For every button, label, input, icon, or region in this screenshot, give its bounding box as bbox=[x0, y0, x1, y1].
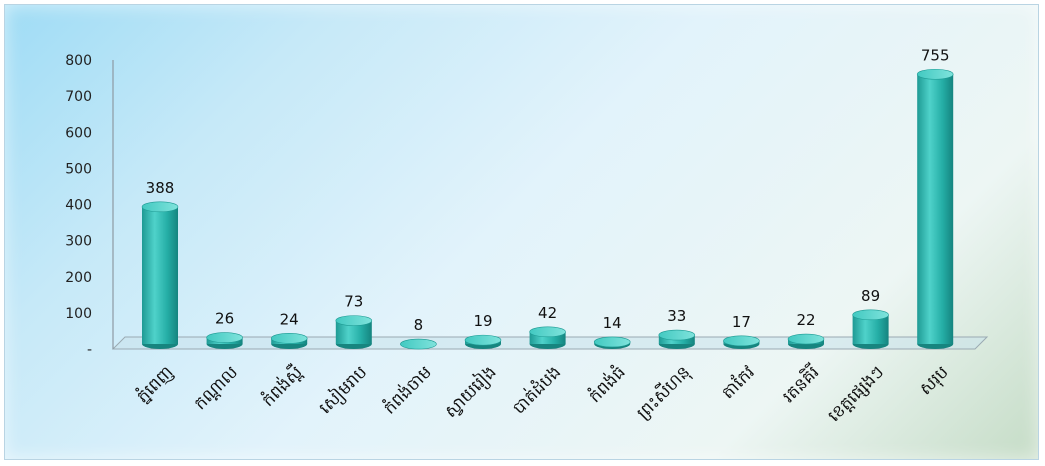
y-tick-label: 800 bbox=[65, 53, 92, 69]
data-label: 73 bbox=[344, 293, 363, 311]
x-axis-ticks: ភ្នំពេញ កណ្តាល កំពង់ស្ពឺ សៀមរាប កំពង់ចាម ស្វា… bbox=[131, 361, 953, 426]
data-label: 89 bbox=[861, 287, 880, 305]
data-label: 17 bbox=[732, 313, 751, 331]
bar bbox=[723, 335, 760, 349]
data-label: 388 bbox=[146, 179, 175, 197]
y-tick-label: 500 bbox=[65, 161, 92, 177]
bar bbox=[916, 68, 954, 349]
y-tick-label: 200 bbox=[65, 270, 92, 286]
data-label: 22 bbox=[796, 311, 815, 329]
bar bbox=[593, 336, 631, 349]
data-label: 14 bbox=[603, 314, 622, 332]
bar bbox=[400, 338, 437, 350]
data-label: 24 bbox=[280, 310, 299, 328]
data-label: 26 bbox=[215, 310, 234, 328]
y-tick-label: 700 bbox=[65, 89, 92, 105]
x-tick-label: បាត់ដំបង bbox=[508, 361, 566, 419]
x-tick-label: កំពង់ចាម bbox=[378, 361, 436, 419]
y-tick-label: 300 bbox=[65, 234, 92, 250]
x-tick-label: ស្វាយរៀង bbox=[439, 361, 501, 423]
x-tick-label: កំពង់ស្ពឺ bbox=[257, 361, 307, 411]
data-label: 19 bbox=[473, 312, 492, 330]
x-tick-label: តាកែវ bbox=[717, 362, 759, 404]
bar bbox=[658, 329, 696, 349]
y-tick-label: 600 bbox=[65, 125, 92, 141]
bar bbox=[464, 334, 502, 349]
x-tick-label: ខេត្តផ្សេងៗ bbox=[824, 362, 888, 426]
data-label: 42 bbox=[538, 304, 557, 322]
y-tick-label: 400 bbox=[65, 198, 92, 214]
bars bbox=[141, 68, 954, 350]
x-tick-label: ព្រះសីហនុ bbox=[632, 361, 695, 424]
x-tick-label: សៀមរាប bbox=[314, 361, 372, 419]
bar bbox=[787, 333, 825, 349]
x-tick-label: រតនគិរី bbox=[777, 361, 823, 407]
data-labels: 388 26 24 73 8 19 42 14 33 17 22 89 755 bbox=[146, 46, 950, 334]
x-tick-label: កណ្តាល bbox=[190, 362, 242, 414]
bar bbox=[141, 201, 179, 349]
data-label: 33 bbox=[667, 307, 686, 325]
y-tick-label: 100 bbox=[65, 306, 92, 322]
data-label: 8 bbox=[414, 316, 424, 334]
bar bbox=[206, 332, 243, 349]
bar bbox=[335, 315, 373, 349]
bar bbox=[270, 333, 308, 349]
bar bbox=[529, 326, 566, 349]
bar bbox=[852, 309, 889, 349]
y-axis-ticks: - 100 200 300 400 500 600 700 800 bbox=[65, 53, 92, 358]
data-label: 755 bbox=[921, 46, 950, 64]
x-tick-label: ភ្នំពេញ bbox=[131, 361, 177, 407]
x-tick-label: កំពង់ធំ bbox=[584, 361, 630, 407]
y-tick-label: - bbox=[87, 342, 92, 358]
x-tick-label: សរុប bbox=[916, 362, 954, 400]
